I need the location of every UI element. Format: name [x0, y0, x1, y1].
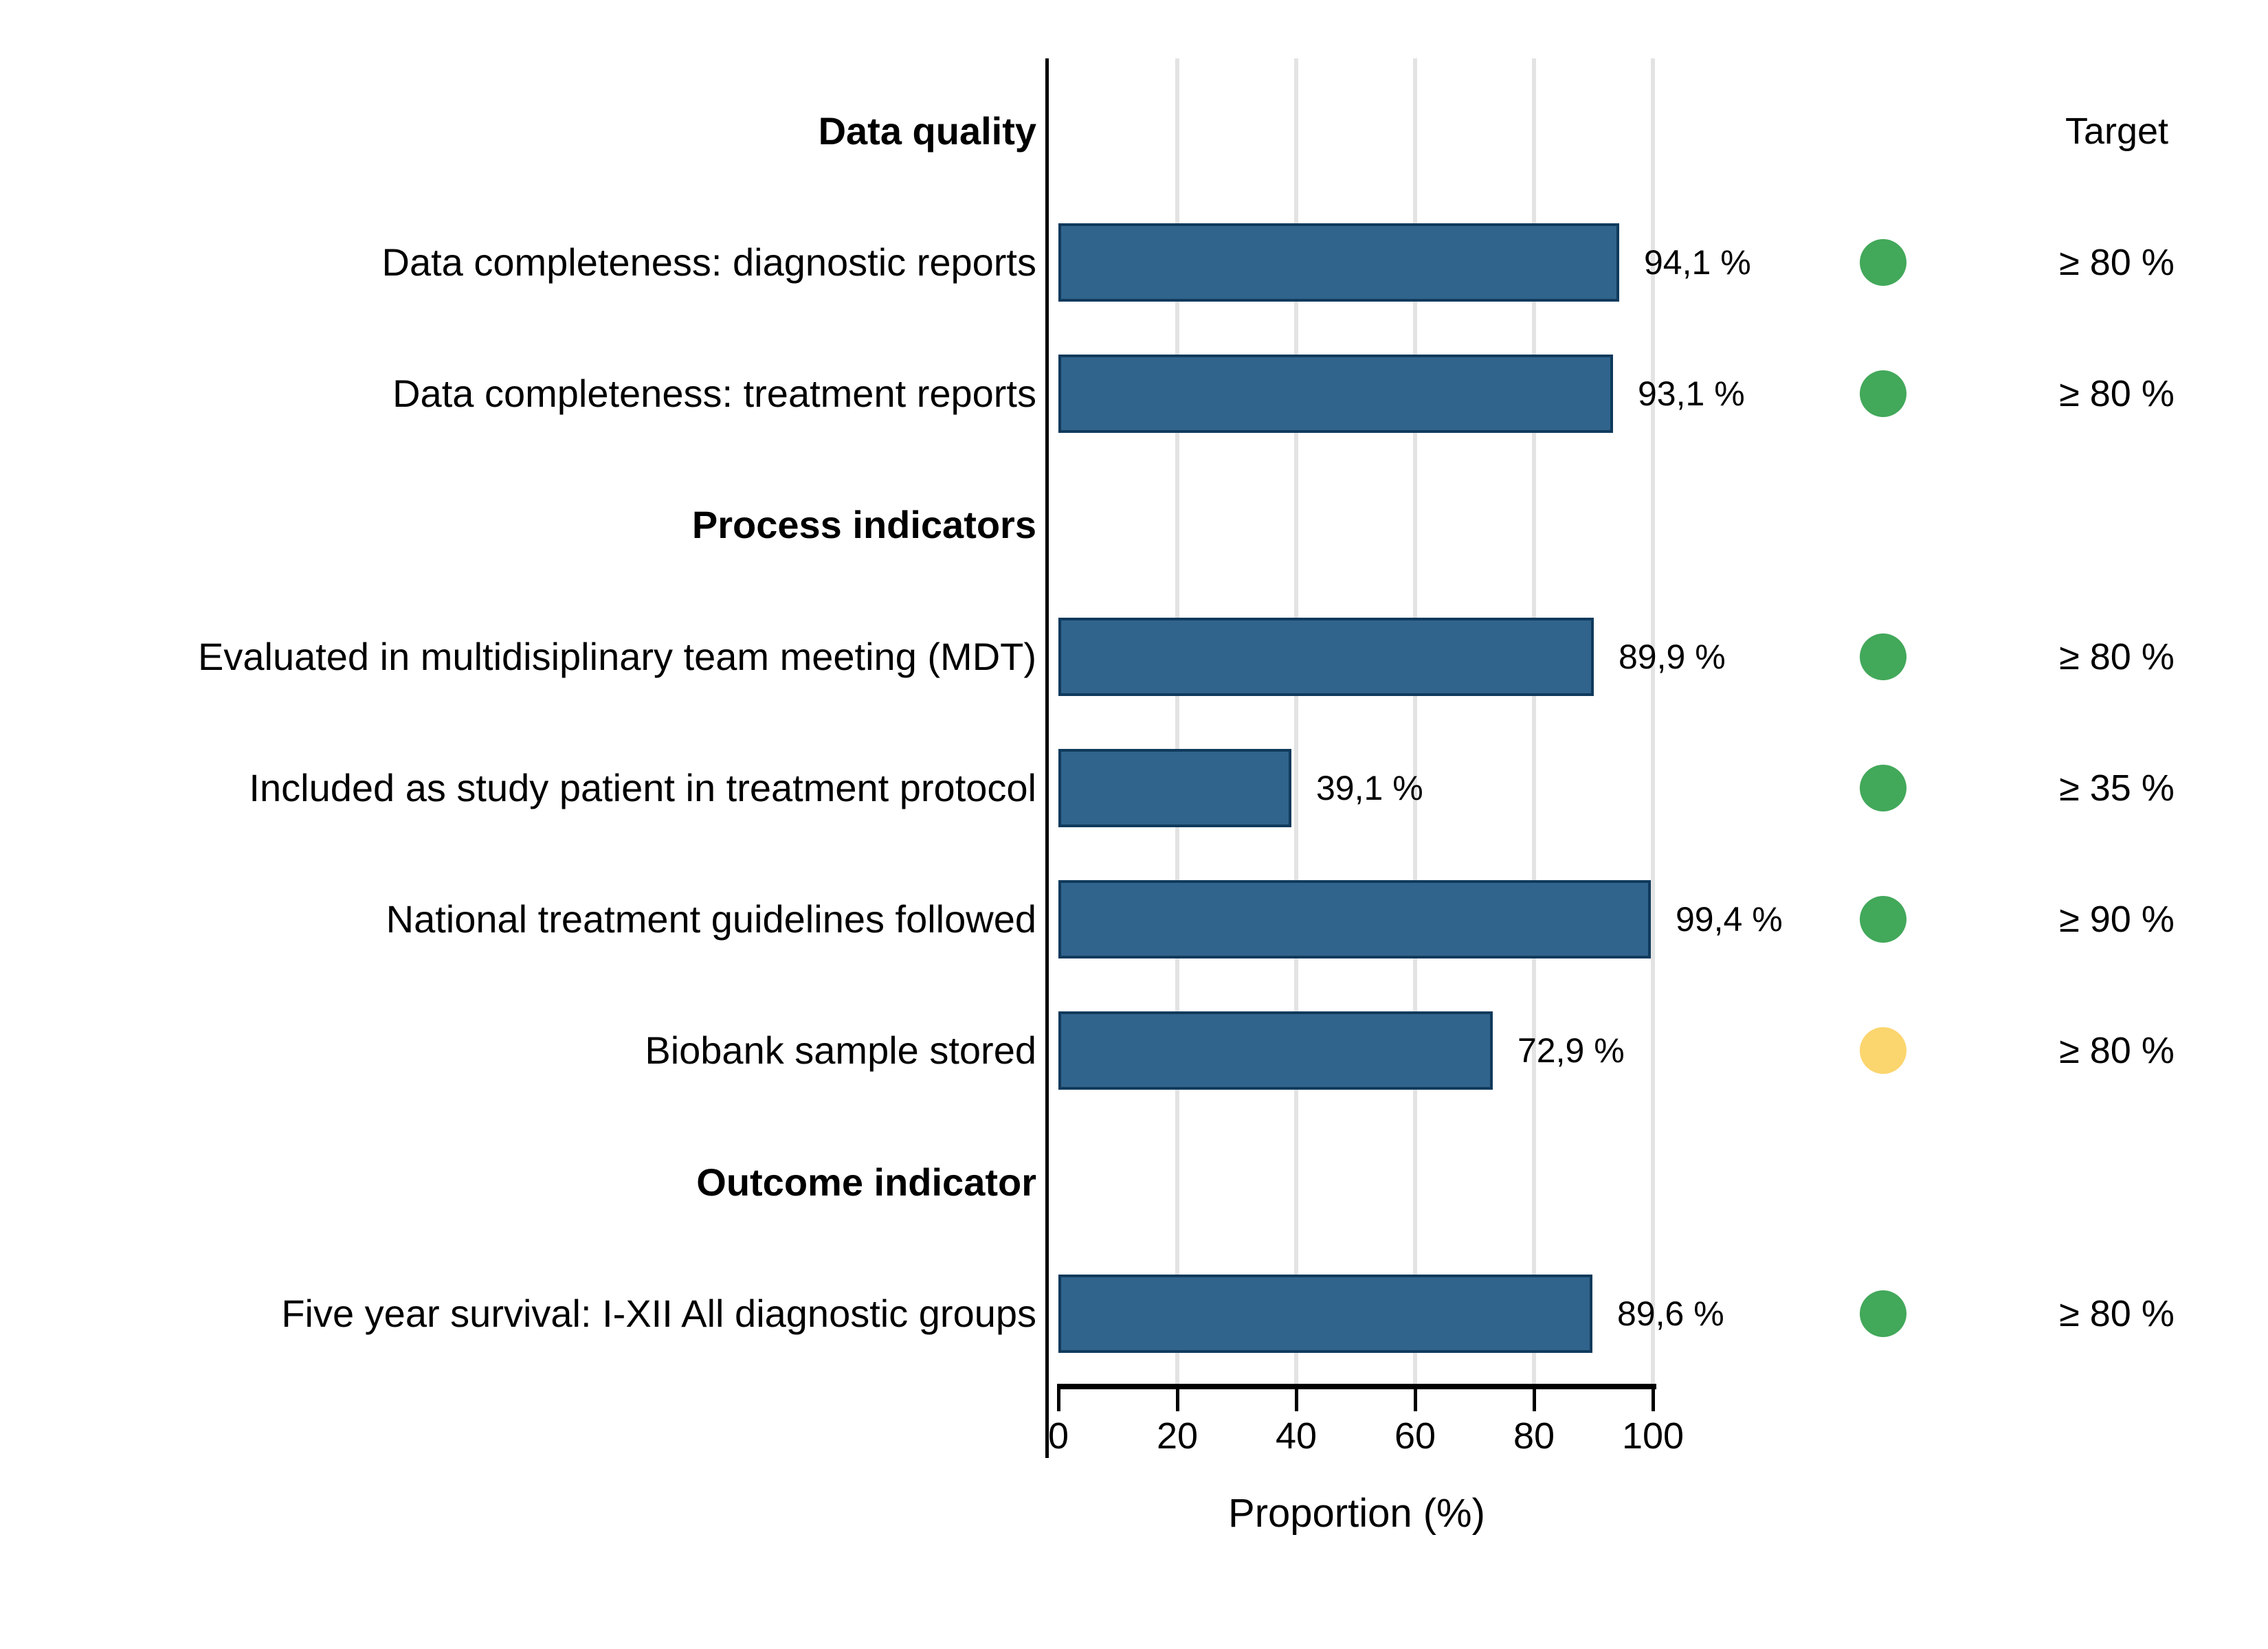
x-tick-label: 60 [1394, 1415, 1436, 1457]
x-tick-100 [1652, 1384, 1655, 1411]
indicator-label: National treatment guidelines followed [386, 897, 1036, 941]
x-tick-0 [1057, 1384, 1060, 1411]
indicator-label: Evaluated in multidisiplinary team meeti… [198, 635, 1036, 678]
status-dot [1860, 370, 1906, 417]
target-label: ≥ 80 % [2059, 242, 2175, 283]
value-label: 39,1 % [1316, 769, 1423, 807]
bar [1058, 880, 1651, 958]
indicator-label: Data completeness: diagnostic reports [381, 240, 1037, 284]
bar [1058, 1275, 1592, 1353]
value-label: 99,4 % [1676, 900, 1783, 939]
target-label: ≥ 80 % [2059, 1293, 2175, 1334]
gridline-20 [1175, 58, 1179, 1386]
indicator-label: Data completeness: treatment reports [392, 372, 1036, 415]
bar [1058, 355, 1613, 433]
x-tick-60 [1414, 1384, 1417, 1411]
x-tick-label: 0 [1047, 1415, 1069, 1457]
bar [1058, 223, 1619, 302]
x-tick-20 [1176, 1384, 1179, 1411]
status-dot [1860, 765, 1906, 811]
gridline-60 [1413, 58, 1417, 1386]
status-dot [1860, 239, 1906, 286]
target-label: ≥ 80 % [2059, 636, 2175, 677]
indicator-label: Biobank sample stored [645, 1029, 1036, 1072]
target-label: ≥ 80 % [2059, 373, 2175, 414]
section-title-process-indicators: Process indicators [691, 503, 1036, 546]
value-label: 72,9 % [1517, 1031, 1625, 1070]
x-tick-40 [1295, 1384, 1298, 1411]
x-tick-label: 40 [1275, 1415, 1318, 1457]
section-title-outcome-indicator: Outcome indicator [696, 1160, 1036, 1204]
y-axis-line [1045, 58, 1049, 1458]
x-tick-label: 20 [1156, 1415, 1199, 1457]
status-dot [1860, 633, 1906, 680]
status-dot [1860, 1290, 1906, 1337]
indicator-label: Included as study patient in treatment p… [249, 766, 1036, 809]
value-label: 89,6 % [1617, 1294, 1724, 1333]
gridline-100 [1651, 58, 1655, 1386]
value-label: 93,1 % [1638, 374, 1745, 413]
section-title-data-quality: Data quality [818, 109, 1036, 153]
x-tick-label: 80 [1513, 1415, 1555, 1457]
value-label: 94,1 % [1644, 243, 1751, 282]
status-dot [1860, 896, 1906, 943]
target-column-header: Target [2065, 111, 2169, 152]
x-axis-title: Proportion (%) [1228, 1491, 1485, 1536]
gridline-40 [1294, 58, 1298, 1386]
value-label: 89,9 % [1619, 638, 1726, 676]
x-tick-80 [1533, 1384, 1536, 1411]
x-axis-line [1057, 1384, 1656, 1389]
gridline-80 [1532, 58, 1536, 1386]
x-tick-label: 100 [1621, 1415, 1685, 1457]
status-dot [1860, 1027, 1906, 1074]
bar [1058, 749, 1291, 827]
bar [1058, 618, 1594, 696]
target-label: ≥ 35 % [2059, 767, 2175, 809]
target-label: ≥ 80 % [2059, 1030, 2175, 1071]
indicator-label: Five year survival: I-XII All diagnostic… [281, 1292, 1036, 1335]
bar [1058, 1011, 1493, 1090]
target-label: ≥ 90 % [2059, 899, 2175, 940]
